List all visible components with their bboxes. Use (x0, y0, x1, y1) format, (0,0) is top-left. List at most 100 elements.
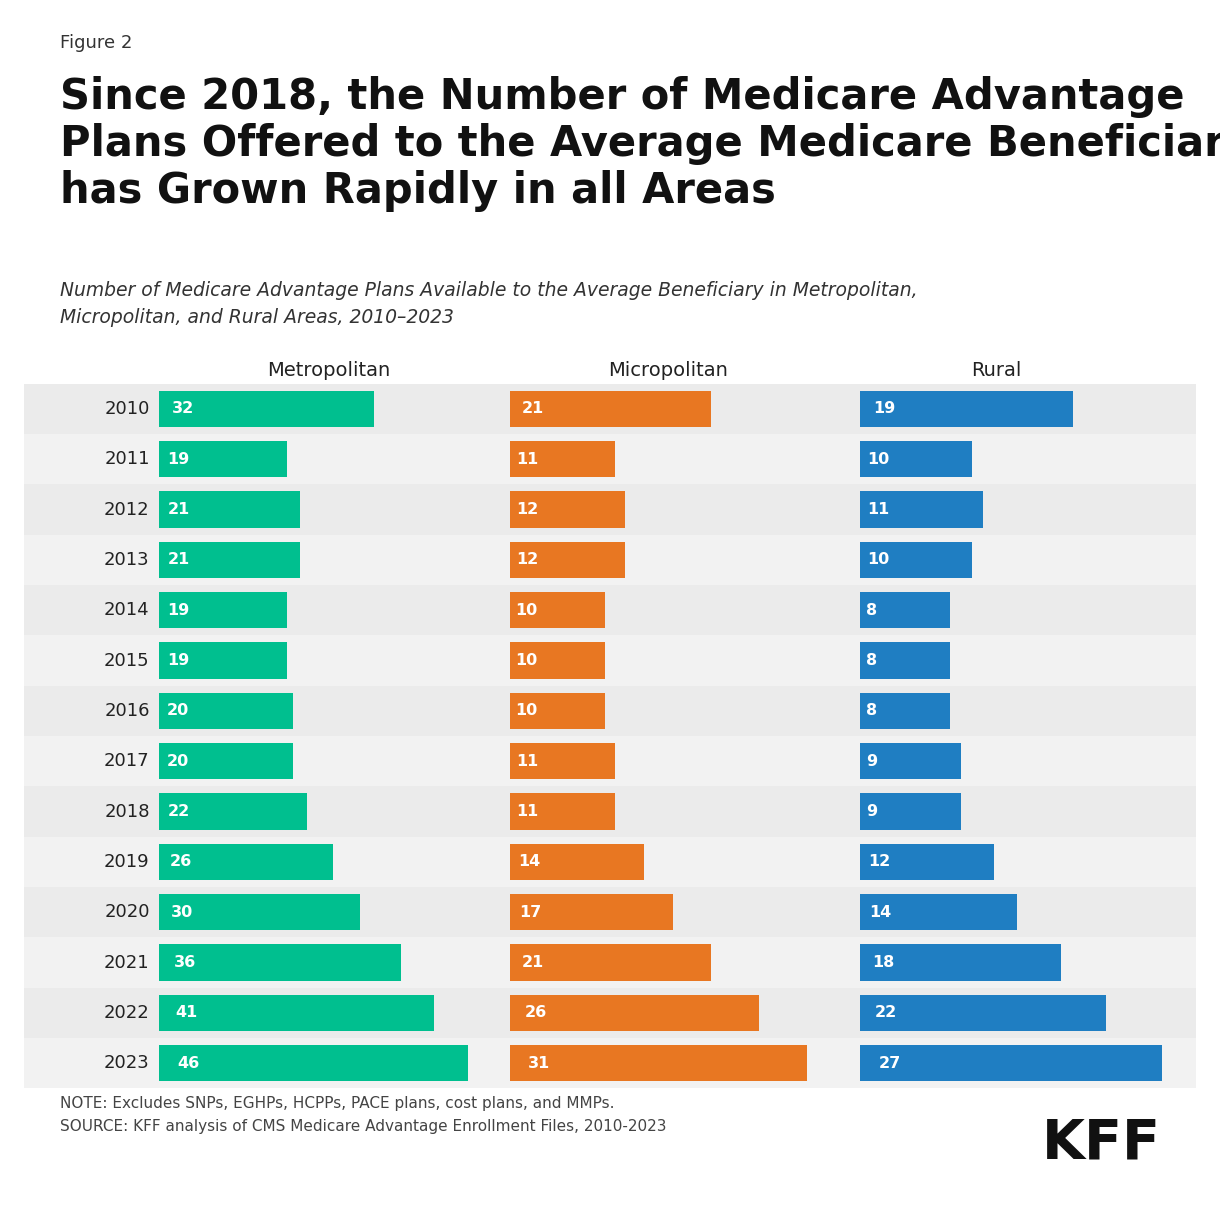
Text: 12: 12 (516, 502, 539, 518)
Text: 2013: 2013 (104, 551, 150, 568)
Text: 2022: 2022 (104, 1004, 150, 1022)
Bar (159, 593, 287, 628)
Text: 31: 31 (527, 1056, 550, 1070)
Bar (24, 787, 1196, 836)
Bar (510, 642, 605, 679)
Text: 22: 22 (875, 1006, 897, 1021)
Bar (510, 693, 605, 730)
Bar (159, 894, 360, 931)
Bar (159, 944, 400, 981)
Text: 46: 46 (178, 1056, 200, 1070)
Text: 2011: 2011 (104, 451, 150, 468)
Bar (510, 743, 615, 779)
Bar (860, 995, 1107, 1031)
Text: 21: 21 (167, 502, 190, 518)
Text: 10: 10 (867, 553, 889, 567)
Text: 26: 26 (525, 1006, 547, 1021)
Bar (159, 642, 287, 679)
Bar (159, 1045, 467, 1081)
Text: 14: 14 (517, 854, 540, 869)
Bar (860, 542, 972, 578)
Bar (510, 944, 711, 981)
Bar (24, 686, 1196, 736)
Text: 32: 32 (172, 401, 194, 417)
Text: Metropolitan: Metropolitan (267, 360, 390, 379)
Text: 10: 10 (867, 452, 889, 467)
Text: 19: 19 (167, 653, 189, 668)
Bar (159, 390, 373, 427)
Bar (510, 441, 615, 478)
Bar (159, 844, 333, 880)
Text: 30: 30 (171, 904, 194, 920)
Bar (860, 794, 961, 830)
Text: 20: 20 (167, 754, 189, 768)
Text: 21: 21 (522, 401, 544, 417)
Text: 20: 20 (167, 703, 189, 719)
Text: NOTE: Excludes SNPs, EGHPs, HCPPs, PACE plans, cost plans, and MMPs.
SOURCE: KFF: NOTE: Excludes SNPs, EGHPs, HCPPs, PACE … (60, 1097, 666, 1133)
Bar (860, 492, 983, 527)
Bar (159, 492, 300, 527)
Bar (24, 937, 1196, 988)
Bar (510, 794, 615, 830)
Bar (24, 384, 1196, 434)
Text: 2019: 2019 (104, 853, 150, 871)
Text: 19: 19 (167, 452, 189, 467)
Bar (860, 693, 949, 730)
Bar (24, 485, 1196, 534)
Bar (510, 492, 625, 527)
Bar (24, 736, 1196, 787)
Text: Micropolitan: Micropolitan (609, 360, 728, 379)
Text: 2014: 2014 (104, 601, 150, 619)
Text: 8: 8 (866, 703, 877, 719)
Text: 18: 18 (872, 955, 894, 970)
Text: 11: 11 (516, 452, 538, 467)
Text: 12: 12 (516, 553, 539, 567)
Bar (24, 836, 1196, 887)
Text: 22: 22 (168, 804, 190, 819)
Text: 27: 27 (878, 1056, 900, 1070)
Text: Figure 2: Figure 2 (60, 34, 132, 52)
Text: 2018: 2018 (104, 802, 150, 821)
Bar (860, 944, 1061, 981)
Text: 2021: 2021 (104, 954, 150, 972)
Text: 2017: 2017 (104, 753, 150, 771)
Bar (24, 988, 1196, 1037)
Bar (860, 844, 994, 880)
Bar (860, 894, 1016, 931)
Text: 10: 10 (515, 703, 538, 719)
Text: KFF: KFF (1042, 1116, 1160, 1170)
Text: 8: 8 (866, 602, 877, 618)
Text: 11: 11 (516, 754, 538, 768)
Text: 21: 21 (167, 553, 190, 567)
Text: Number of Medicare Advantage Plans Available to the Average Beneficiary in Metro: Number of Medicare Advantage Plans Avail… (60, 281, 917, 327)
Text: 2015: 2015 (104, 652, 150, 669)
Text: 26: 26 (170, 854, 192, 869)
Bar (24, 887, 1196, 937)
Bar (24, 635, 1196, 686)
Text: 2020: 2020 (104, 903, 150, 921)
Bar (510, 593, 605, 628)
Text: 36: 36 (173, 955, 196, 970)
Bar (24, 434, 1196, 485)
Bar (159, 794, 306, 830)
Text: 2010: 2010 (105, 400, 150, 418)
Text: 2023: 2023 (104, 1054, 150, 1073)
Text: Rural: Rural (971, 360, 1021, 379)
Bar (159, 542, 300, 578)
Text: 19: 19 (874, 401, 895, 417)
Text: 21: 21 (522, 955, 544, 970)
Text: 12: 12 (869, 854, 891, 869)
Bar (159, 995, 434, 1031)
Text: 11: 11 (516, 804, 538, 819)
Text: 9: 9 (866, 754, 877, 768)
Bar (510, 995, 759, 1031)
Text: 19: 19 (167, 602, 189, 618)
Bar (24, 534, 1196, 585)
Bar (860, 593, 949, 628)
Bar (510, 1045, 806, 1081)
Bar (860, 743, 961, 779)
Bar (159, 743, 293, 779)
Bar (510, 894, 672, 931)
Bar (159, 441, 287, 478)
Bar (510, 844, 644, 880)
